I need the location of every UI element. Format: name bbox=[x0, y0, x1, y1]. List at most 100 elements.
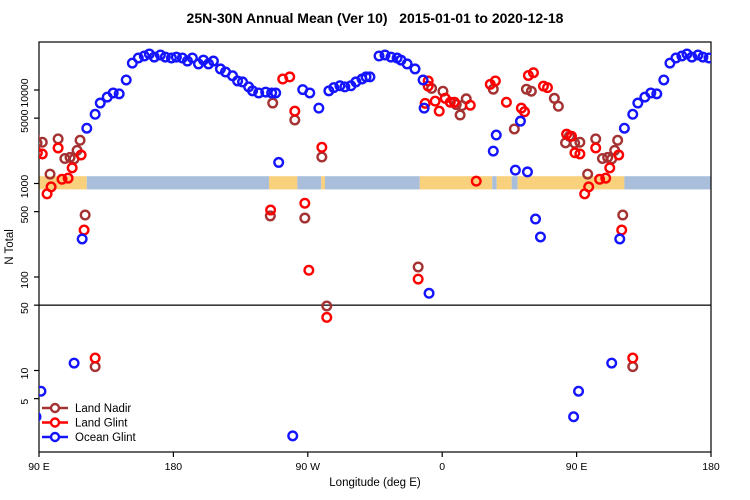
data-point-ocean-glint bbox=[514, 115, 526, 127]
data-point-land-nadir bbox=[52, 133, 64, 145]
data-point-land-nadir bbox=[582, 168, 594, 180]
y-tick-label: 10000 bbox=[19, 78, 31, 107]
legend-marker-icon bbox=[49, 431, 61, 443]
data-point-ocean-glint bbox=[165, 52, 177, 64]
land-ocean-strip-ocean bbox=[492, 176, 497, 190]
data-point-ocean-glint bbox=[273, 156, 285, 168]
data-point-ocean-glint bbox=[697, 51, 709, 63]
data-point-ocean-glint bbox=[401, 58, 413, 70]
data-point-land-nadir bbox=[552, 100, 564, 112]
data-point-ocean-glint bbox=[107, 87, 119, 99]
data-point-ocean-glint bbox=[618, 122, 630, 134]
data-point-land-nadir bbox=[264, 210, 276, 222]
data-point-ocean-glint bbox=[89, 108, 101, 120]
data-point-land-nadir bbox=[44, 168, 56, 180]
data-point-ocean-glint bbox=[423, 287, 435, 299]
data-point-land-nadir bbox=[39, 138, 43, 149]
data-point-ocean-glint bbox=[328, 82, 340, 94]
data-point-land-nadir bbox=[316, 151, 328, 163]
data-point-land-glint bbox=[419, 97, 431, 109]
data-point-land-glint bbox=[613, 149, 625, 161]
data-point-ocean-glint bbox=[232, 75, 244, 87]
data-point-ocean-glint bbox=[68, 357, 80, 369]
data-point-land-nadir bbox=[525, 85, 537, 97]
data-point-land-glint bbox=[66, 162, 78, 174]
data-point-ocean-glint bbox=[676, 50, 688, 62]
data-point-ocean-glint bbox=[658, 74, 670, 86]
data-point-land-nadir bbox=[617, 209, 629, 221]
data-point-ocean-glint bbox=[530, 213, 542, 225]
data-point-ocean-glint bbox=[490, 129, 502, 141]
data-point-ocean-glint bbox=[304, 87, 316, 99]
data-point-land-glint bbox=[52, 142, 64, 154]
data-point-ocean-glint bbox=[573, 385, 585, 397]
data-point-ocean-glint bbox=[120, 74, 132, 86]
data-point-land-glint bbox=[604, 162, 616, 174]
data-point-land-glint bbox=[289, 105, 301, 117]
data-point-land-glint bbox=[574, 148, 586, 160]
data-point-land-glint bbox=[412, 273, 424, 285]
data-point-ocean-glint bbox=[379, 49, 391, 61]
data-point-ocean-glint bbox=[313, 102, 325, 114]
data-point-land-glint bbox=[62, 172, 74, 184]
data-point-ocean-glint bbox=[509, 164, 521, 176]
data-point-ocean-glint bbox=[360, 71, 372, 83]
data-point-land-glint bbox=[594, 173, 606, 185]
data-point-land-nadir bbox=[299, 212, 311, 224]
data-point-land-nadir bbox=[289, 114, 301, 126]
data-point-land-nadir bbox=[79, 209, 91, 221]
data-point-land-glint bbox=[470, 175, 482, 187]
x-tick-label: 90 E bbox=[28, 461, 50, 473]
data-point-ocean-glint bbox=[487, 145, 499, 157]
data-point-ocean-glint bbox=[670, 52, 682, 64]
data-point-ocean-glint bbox=[260, 86, 272, 98]
data-point-ocean-glint bbox=[159, 51, 171, 63]
y-tick-label: 100 bbox=[19, 271, 31, 289]
data-point-land-glint bbox=[627, 352, 639, 364]
data-point-land-glint bbox=[444, 96, 456, 108]
data-point-ocean-glint bbox=[227, 70, 239, 82]
data-point-ocean-glint bbox=[113, 88, 125, 100]
data-point-land-glint bbox=[56, 173, 68, 185]
data-point-land-nadir bbox=[508, 123, 520, 135]
land-ocean-strip-ocean bbox=[511, 176, 518, 190]
data-point-land-glint bbox=[45, 181, 57, 193]
data-point-ocean-glint bbox=[627, 108, 639, 120]
data-point-land-nadir bbox=[590, 133, 602, 145]
y-axis-title: N Total bbox=[4, 229, 16, 265]
data-point-land-glint bbox=[600, 172, 612, 184]
data-point-land-glint bbox=[433, 105, 445, 117]
land-ocean-strip-land bbox=[496, 176, 512, 190]
data-point-land-nadir bbox=[627, 361, 639, 373]
data-point-ocean-glint bbox=[385, 51, 397, 63]
data-point-ocean-glint bbox=[94, 97, 106, 109]
data-point-land-glint bbox=[500, 96, 512, 108]
data-point-ocean-glint bbox=[253, 87, 265, 99]
data-point-ocean-glint bbox=[39, 385, 47, 397]
data-point-land-glint bbox=[464, 99, 476, 111]
data-point-ocean-glint bbox=[138, 50, 150, 62]
legend-marker-icon bbox=[49, 402, 61, 414]
data-point-land-nadir bbox=[267, 97, 279, 109]
land-ocean-strip-land bbox=[321, 176, 325, 190]
data-point-ocean-glint bbox=[568, 411, 580, 423]
legend-label: Ocean Glint bbox=[75, 432, 137, 444]
data-point-ocean-glint bbox=[266, 87, 278, 99]
legend-marker-icon bbox=[49, 417, 61, 428]
y-tick-label: 10 bbox=[19, 368, 31, 380]
data-point-land-glint bbox=[422, 75, 434, 87]
data-point-land-glint bbox=[527, 67, 539, 79]
x-axis-title: Longitude (deg E) bbox=[329, 477, 421, 489]
land-ocean-strip-ocean bbox=[297, 176, 322, 190]
data-point-land-glint bbox=[489, 75, 501, 87]
x-tick-label: 0 bbox=[439, 461, 445, 473]
data-point-land-glint bbox=[75, 149, 87, 161]
y-tick-label: 1000 bbox=[19, 175, 31, 199]
data-point-land-glint bbox=[566, 130, 578, 142]
data-point-land-glint bbox=[299, 197, 311, 209]
x-tick-label: 180 bbox=[702, 461, 720, 473]
data-point-land-glint bbox=[303, 264, 315, 276]
data-point-land-glint bbox=[541, 82, 553, 94]
